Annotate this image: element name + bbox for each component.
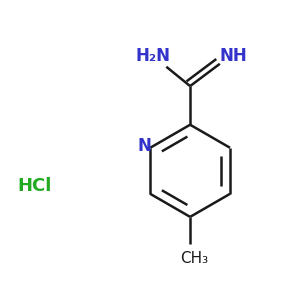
Text: N: N [138, 137, 152, 155]
Text: HCl: HCl [17, 177, 51, 195]
Text: H₂N: H₂N [136, 47, 170, 65]
Text: CH₃: CH₃ [181, 251, 208, 266]
Text: NH: NH [219, 47, 247, 65]
